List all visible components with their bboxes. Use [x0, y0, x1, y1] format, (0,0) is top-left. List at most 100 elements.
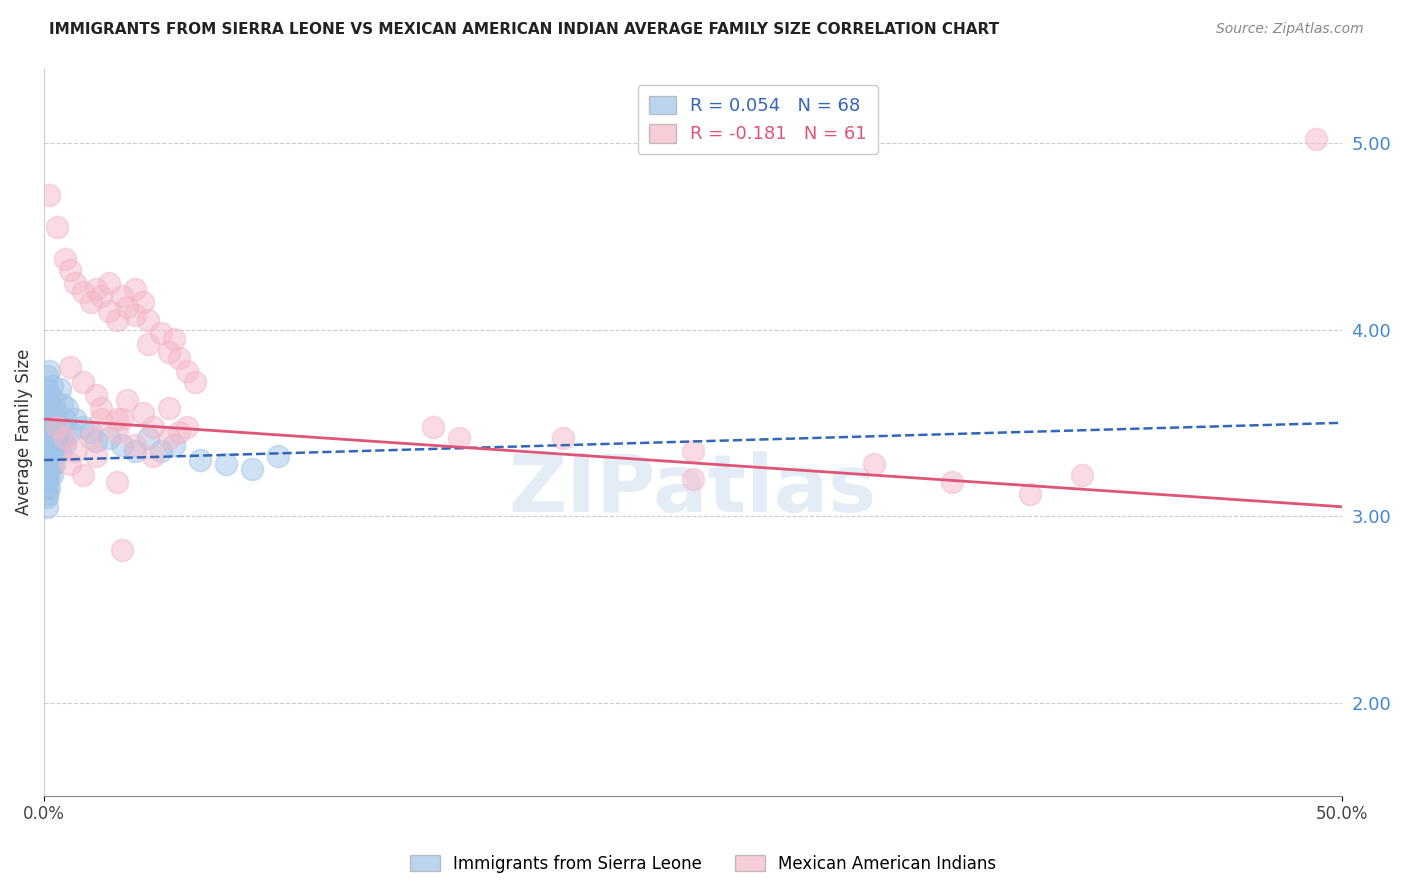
Point — [38, 419, 60, 434]
Point — [44, 431, 66, 445]
Point — [38, 438, 60, 452]
Point — [240, 462, 263, 476]
Point — [53, 412, 76, 426]
Point — [35, 453, 58, 467]
Point — [115, 300, 138, 314]
Point — [266, 450, 288, 464]
Point — [35, 450, 58, 464]
Point — [59, 263, 82, 277]
Point — [111, 412, 134, 426]
Point — [136, 431, 159, 445]
Point — [72, 285, 94, 300]
Point — [38, 450, 60, 464]
Point — [38, 188, 60, 202]
Point — [35, 486, 58, 500]
Point — [35, 475, 58, 490]
Point — [124, 308, 146, 322]
Point — [35, 468, 58, 483]
Point — [167, 351, 190, 365]
Point — [51, 397, 73, 411]
Point — [98, 431, 121, 445]
Point — [35, 491, 58, 505]
Point — [51, 431, 73, 445]
Point — [46, 438, 69, 452]
Point — [35, 434, 58, 449]
Point — [41, 457, 63, 471]
Point — [59, 359, 82, 374]
Point — [35, 393, 58, 408]
Point — [38, 457, 60, 471]
Point — [422, 419, 444, 434]
Point — [35, 462, 58, 476]
Point — [35, 425, 58, 439]
Point — [38, 481, 60, 495]
Point — [38, 363, 60, 377]
Point — [941, 475, 963, 490]
Point — [188, 453, 211, 467]
Point — [1305, 132, 1327, 146]
Text: IMMIGRANTS FROM SIERRA LEONE VS MEXICAN AMERICAN INDIAN AVERAGE FAMILY SIZE CORR: IMMIGRANTS FROM SIERRA LEONE VS MEXICAN … — [49, 22, 1000, 37]
Point — [53, 438, 76, 452]
Y-axis label: Average Family Size: Average Family Size — [15, 349, 32, 516]
Point — [863, 457, 886, 471]
Point — [215, 457, 238, 471]
Point — [35, 438, 58, 452]
Point — [41, 431, 63, 445]
Legend: R = 0.054   N = 68, R = -0.181   N = 61: R = 0.054 N = 68, R = -0.181 N = 61 — [638, 85, 877, 154]
Point — [98, 304, 121, 318]
Point — [105, 313, 128, 327]
Point — [46, 220, 69, 235]
Point — [124, 443, 146, 458]
Point — [56, 401, 79, 415]
Point — [449, 431, 471, 445]
Point — [90, 289, 112, 303]
Point — [65, 412, 87, 426]
Point — [1019, 486, 1042, 500]
Point — [41, 443, 63, 458]
Point — [53, 431, 76, 445]
Point — [167, 425, 190, 439]
Point — [41, 378, 63, 392]
Point — [41, 401, 63, 415]
Point — [44, 393, 66, 408]
Point — [132, 294, 155, 309]
Point — [35, 443, 58, 458]
Point — [35, 481, 58, 495]
Point — [38, 431, 60, 445]
Point — [48, 443, 70, 458]
Point — [157, 401, 180, 415]
Point — [111, 289, 134, 303]
Point — [46, 425, 69, 439]
Point — [72, 375, 94, 389]
Point — [35, 382, 58, 396]
Point — [44, 457, 66, 471]
Point — [35, 369, 58, 384]
Point — [59, 457, 82, 471]
Point — [46, 407, 69, 421]
Point — [124, 438, 146, 452]
Point — [84, 388, 107, 402]
Point — [176, 363, 198, 377]
Text: Source: ZipAtlas.com: Source: ZipAtlas.com — [1216, 22, 1364, 37]
Point — [132, 407, 155, 421]
Point — [111, 438, 134, 452]
Point — [124, 281, 146, 295]
Point — [84, 434, 107, 449]
Point — [682, 472, 704, 486]
Text: ZIPatlas: ZIPatlas — [509, 451, 877, 529]
Point — [142, 450, 165, 464]
Point — [38, 407, 60, 421]
Point — [44, 412, 66, 426]
Point — [90, 401, 112, 415]
Point — [105, 475, 128, 490]
Point — [176, 419, 198, 434]
Point — [44, 443, 66, 458]
Point — [80, 294, 103, 309]
Point — [72, 419, 94, 434]
Point — [48, 382, 70, 396]
Point — [136, 337, 159, 351]
Point — [80, 425, 103, 439]
Point — [183, 375, 205, 389]
Point — [136, 313, 159, 327]
Point — [41, 468, 63, 483]
